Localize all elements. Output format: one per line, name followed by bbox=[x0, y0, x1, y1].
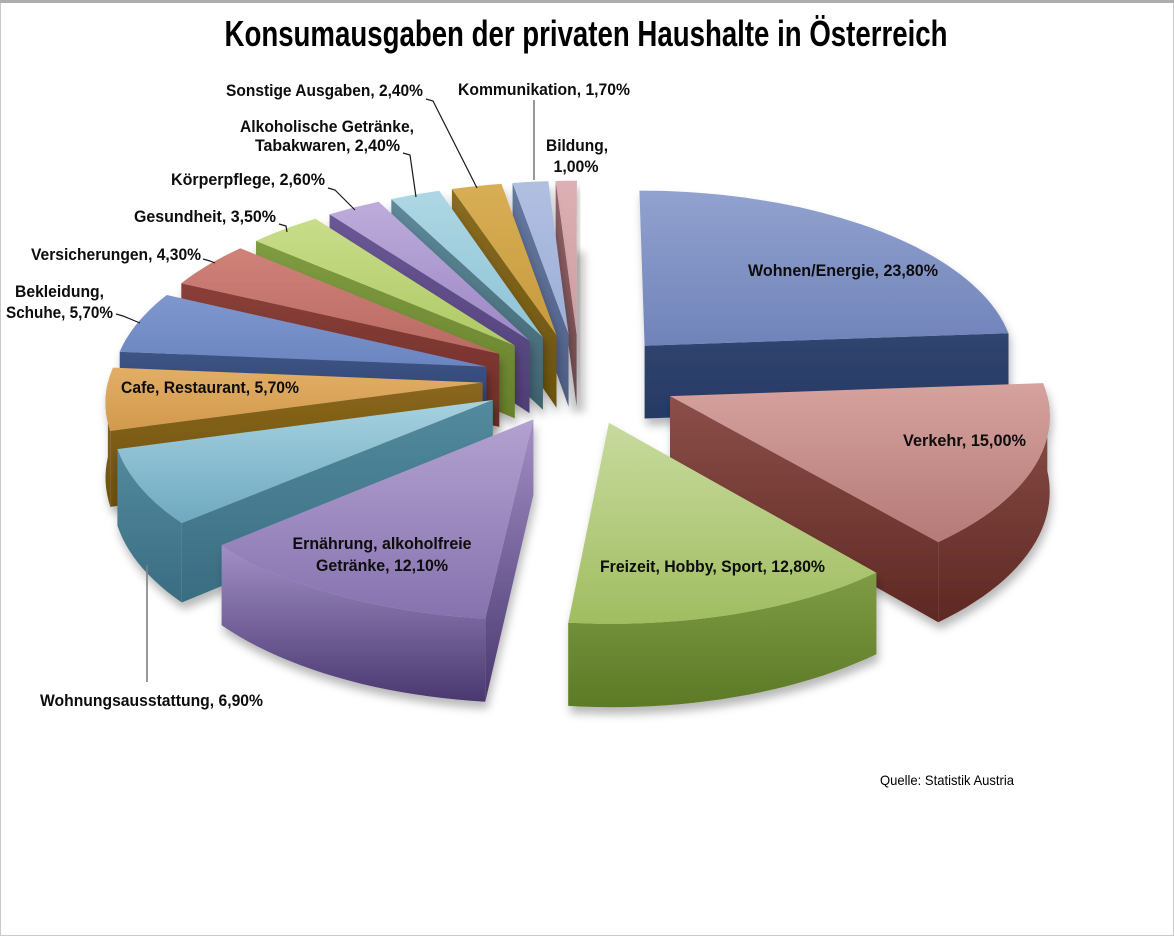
svg-text:1,00%: 1,00% bbox=[554, 157, 599, 176]
svg-text:Freizeit, Hobby, Sport, 12,80%: Freizeit, Hobby, Sport, 12,80% bbox=[600, 557, 825, 576]
svg-text:Kommunikation, 1,70%: Kommunikation, 1,70% bbox=[458, 80, 630, 99]
svg-text:Getränke, 12,10%: Getränke, 12,10% bbox=[316, 556, 448, 575]
svg-text:Bildung,: Bildung, bbox=[546, 136, 608, 155]
svg-text:Schuhe, 5,70%: Schuhe, 5,70% bbox=[6, 303, 113, 322]
svg-text:Cafe, Restaurant, 5,70%: Cafe, Restaurant, 5,70% bbox=[121, 378, 299, 397]
svg-text:Wohnungsausstattung, 6,90%: Wohnungsausstattung, 6,90% bbox=[40, 691, 263, 710]
svg-text:Ernährung, alkoholfreie: Ernährung, alkoholfreie bbox=[293, 534, 472, 553]
svg-text:Verkehr, 15,00%: Verkehr, 15,00% bbox=[903, 431, 1026, 450]
svg-text:Bekleidung,: Bekleidung, bbox=[15, 282, 104, 301]
svg-text:Körperpflege, 2,60%: Körperpflege, 2,60% bbox=[171, 170, 325, 189]
svg-text:Wohnen/Energie, 23,80%: Wohnen/Energie, 23,80% bbox=[748, 261, 938, 280]
svg-text:Gesundheit, 3,50%: Gesundheit, 3,50% bbox=[134, 207, 276, 226]
svg-text:Versicherungen, 4,30%: Versicherungen, 4,30% bbox=[31, 245, 201, 264]
svg-text:Tabakwaren, 2,40%: Tabakwaren, 2,40% bbox=[255, 136, 400, 155]
svg-text:Quelle: Statistik Austria: Quelle: Statistik Austria bbox=[880, 772, 1014, 788]
svg-text:Konsumausgaben der privaten Ha: Konsumausgaben der privaten Haushalte in… bbox=[225, 13, 948, 54]
svg-text:Alkoholische Getränke,: Alkoholische Getränke, bbox=[240, 117, 414, 136]
svg-text:Sonstige Ausgaben, 2,40%: Sonstige Ausgaben, 2,40% bbox=[226, 81, 423, 100]
